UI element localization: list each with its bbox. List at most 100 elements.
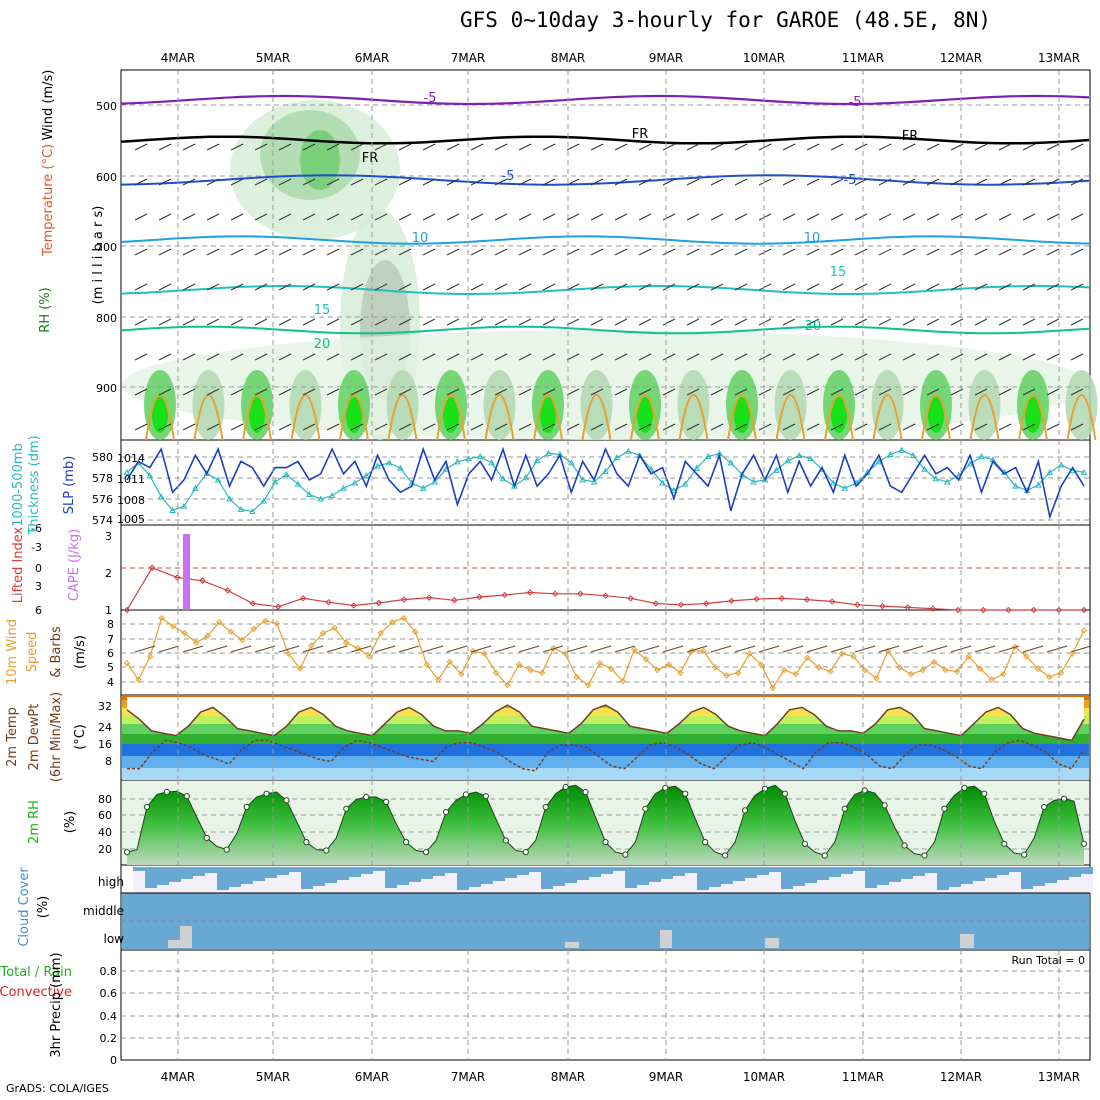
x-tick-bottom-label: 4MAR	[161, 1070, 196, 1084]
cloud-high-gap	[781, 889, 793, 893]
wind-barb	[302, 353, 316, 361]
li-marker	[753, 595, 760, 603]
thickness-marker	[1046, 468, 1054, 475]
cloud-high-gap	[925, 873, 937, 893]
cloud-high-gap	[613, 871, 625, 893]
rh-core	[1025, 397, 1041, 433]
temp-contour	[678, 394, 709, 441]
footer-credit: GrADS: COLA/IGES	[6, 1082, 109, 1095]
wind-speed-marker	[377, 629, 384, 637]
wind-barb	[998, 423, 1012, 431]
cloud-high-gap	[313, 886, 325, 893]
wind-speed-marker	[942, 666, 949, 674]
wind-barb	[1046, 178, 1060, 186]
wind-barb	[470, 318, 484, 326]
wind-barb	[422, 283, 436, 291]
y-axis-label: (6hr Min/Max)	[49, 692, 64, 782]
cloud-high-bar	[685, 867, 697, 873]
wind-barb	[518, 318, 532, 326]
wind-barb	[662, 143, 676, 151]
wind-speed-marker	[400, 614, 407, 622]
thickness-marker	[727, 459, 735, 466]
wind-barb	[158, 645, 180, 653]
rh-marker	[183, 793, 190, 800]
cloud-high-bar	[841, 867, 853, 874]
precip-grid: Run Total = 0	[121, 954, 1090, 1039]
thickness-marker	[1035, 481, 1042, 488]
cloud-high-gap	[721, 884, 733, 893]
x-tick-bottom-label: 9MAR	[649, 1070, 684, 1084]
wind-barb	[278, 283, 292, 291]
cloud-low-bar	[180, 926, 192, 948]
cloud-high-bar	[733, 867, 745, 881]
cloud-high-bar	[1069, 867, 1081, 877]
thickness-marker	[704, 453, 712, 460]
wind-barb	[398, 388, 412, 396]
wind-barb	[302, 143, 316, 151]
thickness-marker	[397, 464, 404, 471]
temp-contour	[193, 394, 224, 441]
cloud-high-bar	[205, 867, 217, 873]
wind-barb	[830, 248, 844, 256]
wind-barb	[542, 213, 556, 221]
contour-label: 10	[412, 231, 429, 246]
cloud-high-gap	[733, 881, 745, 893]
contour-label: 15	[830, 265, 847, 280]
li-marker	[476, 593, 483, 601]
wind-barb	[878, 143, 892, 151]
cloud-high-gap	[337, 880, 349, 893]
rh-marker	[1041, 803, 1048, 811]
wind-barb	[158, 283, 172, 291]
thickness-marker	[670, 486, 678, 493]
wind-barb	[350, 143, 364, 151]
wind-barb	[1022, 645, 1044, 653]
rh-core	[637, 397, 653, 433]
wind-barb	[926, 248, 940, 256]
rh-marker	[203, 834, 210, 842]
wind-barb	[1046, 143, 1060, 151]
wind-barb	[638, 318, 652, 326]
cloud-high-bar	[445, 867, 457, 873]
li-marker	[929, 605, 937, 612]
rh-cell	[1065, 370, 1098, 440]
cloud-high-gap	[289, 872, 301, 893]
cloud-high-gap	[601, 874, 613, 893]
wind-barb	[878, 318, 892, 326]
rh-marker	[622, 851, 629, 858]
wind-speed-marker	[423, 661, 430, 668]
wind-barb	[806, 423, 820, 431]
li-marker	[627, 595, 634, 602]
thickness-marker	[431, 478, 438, 485]
wind-barb	[974, 353, 988, 361]
cloud-high-gap	[169, 882, 181, 893]
wind-barb	[278, 178, 292, 186]
rh-cell	[871, 370, 904, 440]
wind-barb	[1070, 283, 1084, 291]
wind-barb	[830, 388, 844, 396]
wind-speed-marker	[861, 666, 869, 674]
thickness-marker	[659, 479, 666, 486]
temp-contour	[484, 394, 515, 441]
temp-contour	[436, 394, 466, 441]
cloud-high-bar	[289, 867, 301, 872]
x-tick-top-label: 5MAR	[256, 51, 291, 65]
wind-speed-marker	[804, 654, 811, 661]
thickness-marker	[932, 475, 940, 482]
wind-barb	[518, 353, 532, 361]
wind-barb	[998, 213, 1012, 221]
wind-barb	[758, 143, 772, 151]
wind-speed-marker	[342, 639, 350, 646]
y-tick-label: 20	[98, 843, 112, 856]
wind-speed-marker	[815, 664, 823, 671]
wind-barb	[686, 213, 700, 221]
isotherm-line	[120, 325, 1090, 335]
thickness-marker	[328, 492, 336, 499]
wind-barb	[158, 388, 172, 396]
thickness-marker	[909, 451, 917, 459]
cloud-high-gap	[865, 888, 877, 893]
wind-barb	[206, 178, 220, 186]
cloud-bars	[121, 867, 1093, 949]
wind-barb	[902, 213, 916, 221]
wind-barb	[326, 283, 340, 291]
thickness-marker	[875, 458, 883, 465]
